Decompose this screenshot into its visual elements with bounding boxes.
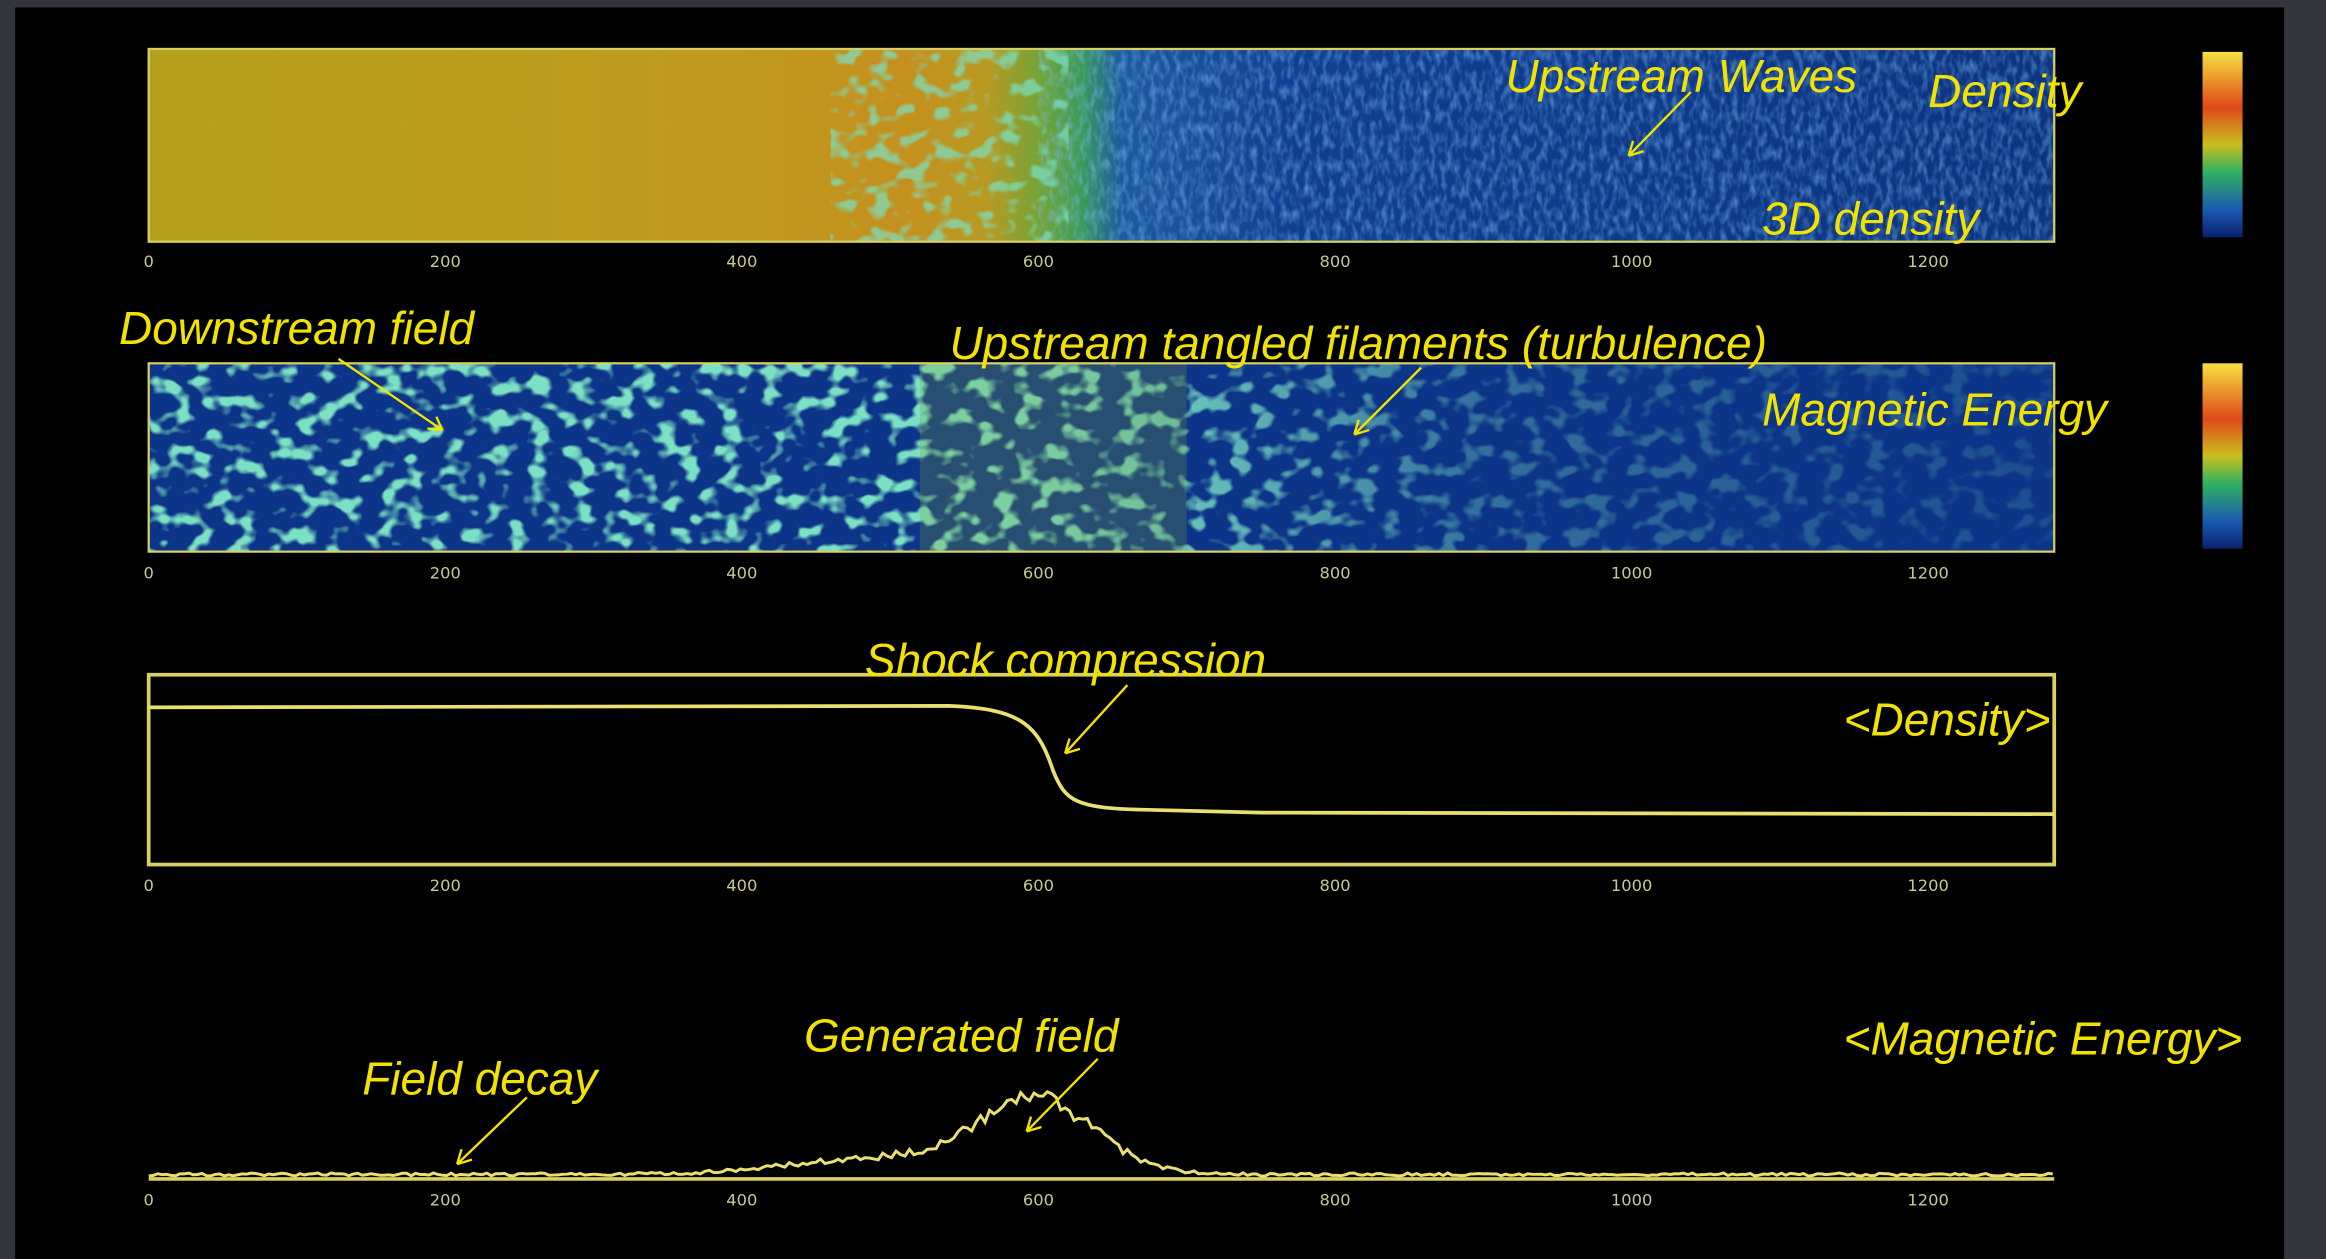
x-tick-label: 200 <box>430 252 461 271</box>
x-tick-label: 1000 <box>1611 876 1652 895</box>
x-tick-label: 400 <box>726 1191 757 1210</box>
slide: Upstream Waves Density 3D density 0 200 400 60… <box>0 0 2326 1259</box>
x-tick-label: 800 <box>1319 563 1350 582</box>
annotation: Density <box>1928 65 2084 117</box>
x-tick-label: 200 <box>430 563 461 582</box>
annotation: Field decay <box>362 1052 600 1104</box>
annotation: Shock compression <box>865 634 1266 686</box>
x-tick-label: 200 <box>430 876 461 895</box>
x-tick-label: 1000 <box>1611 1191 1652 1210</box>
page: {"slide": {"panels": [ {"annotations": [… <box>0 0 2326 1259</box>
x-tick-label: 1200 <box>1907 1191 1948 1210</box>
x-tick-label: 0 <box>143 876 153 895</box>
x-tick-label: 1200 <box>1907 563 1948 582</box>
x-tick-label: 600 <box>1023 563 1054 582</box>
annotation: <Magnetic Energy> <box>1844 1012 2243 1064</box>
x-tick-label: 1000 <box>1611 563 1652 582</box>
x-tick-label: 400 <box>726 563 757 582</box>
x-tick-label: 600 <box>1023 876 1054 895</box>
x-tick-label: 1000 <box>1611 252 1652 271</box>
x-tick-label: 200 <box>430 1191 461 1210</box>
x-tick-label: 1200 <box>1907 876 1948 895</box>
annotation: <Density> <box>1844 694 2051 746</box>
x-tick-label: 800 <box>1319 876 1350 895</box>
x-tick-label: 0 <box>143 563 153 582</box>
x-tick-label: 600 <box>1023 252 1054 271</box>
colorbar <box>2203 363 2243 548</box>
x-tick-label: 800 <box>1319 1191 1350 1210</box>
x-tick-label: 600 <box>1023 1191 1054 1210</box>
x-tick-label: 800 <box>1319 252 1350 271</box>
x-tick-label: 400 <box>726 876 757 895</box>
x-tick-label: 0 <box>143 252 153 271</box>
annotation: Upstream Waves <box>1506 50 1858 102</box>
colorbar <box>2203 52 2243 237</box>
annotation: Upstream tangled filaments (turbulence) <box>949 317 1767 369</box>
x-tick-label: 400 <box>726 252 757 271</box>
x-tick-label: 1200 <box>1907 252 1948 271</box>
annotation: Generated field <box>804 1009 1120 1061</box>
annotation: 3D density <box>1762 192 1982 244</box>
annotation: Downstream field <box>119 302 476 354</box>
annotation: Magnetic Energy <box>1762 384 2110 436</box>
x-tick-label: 0 <box>143 1191 153 1210</box>
